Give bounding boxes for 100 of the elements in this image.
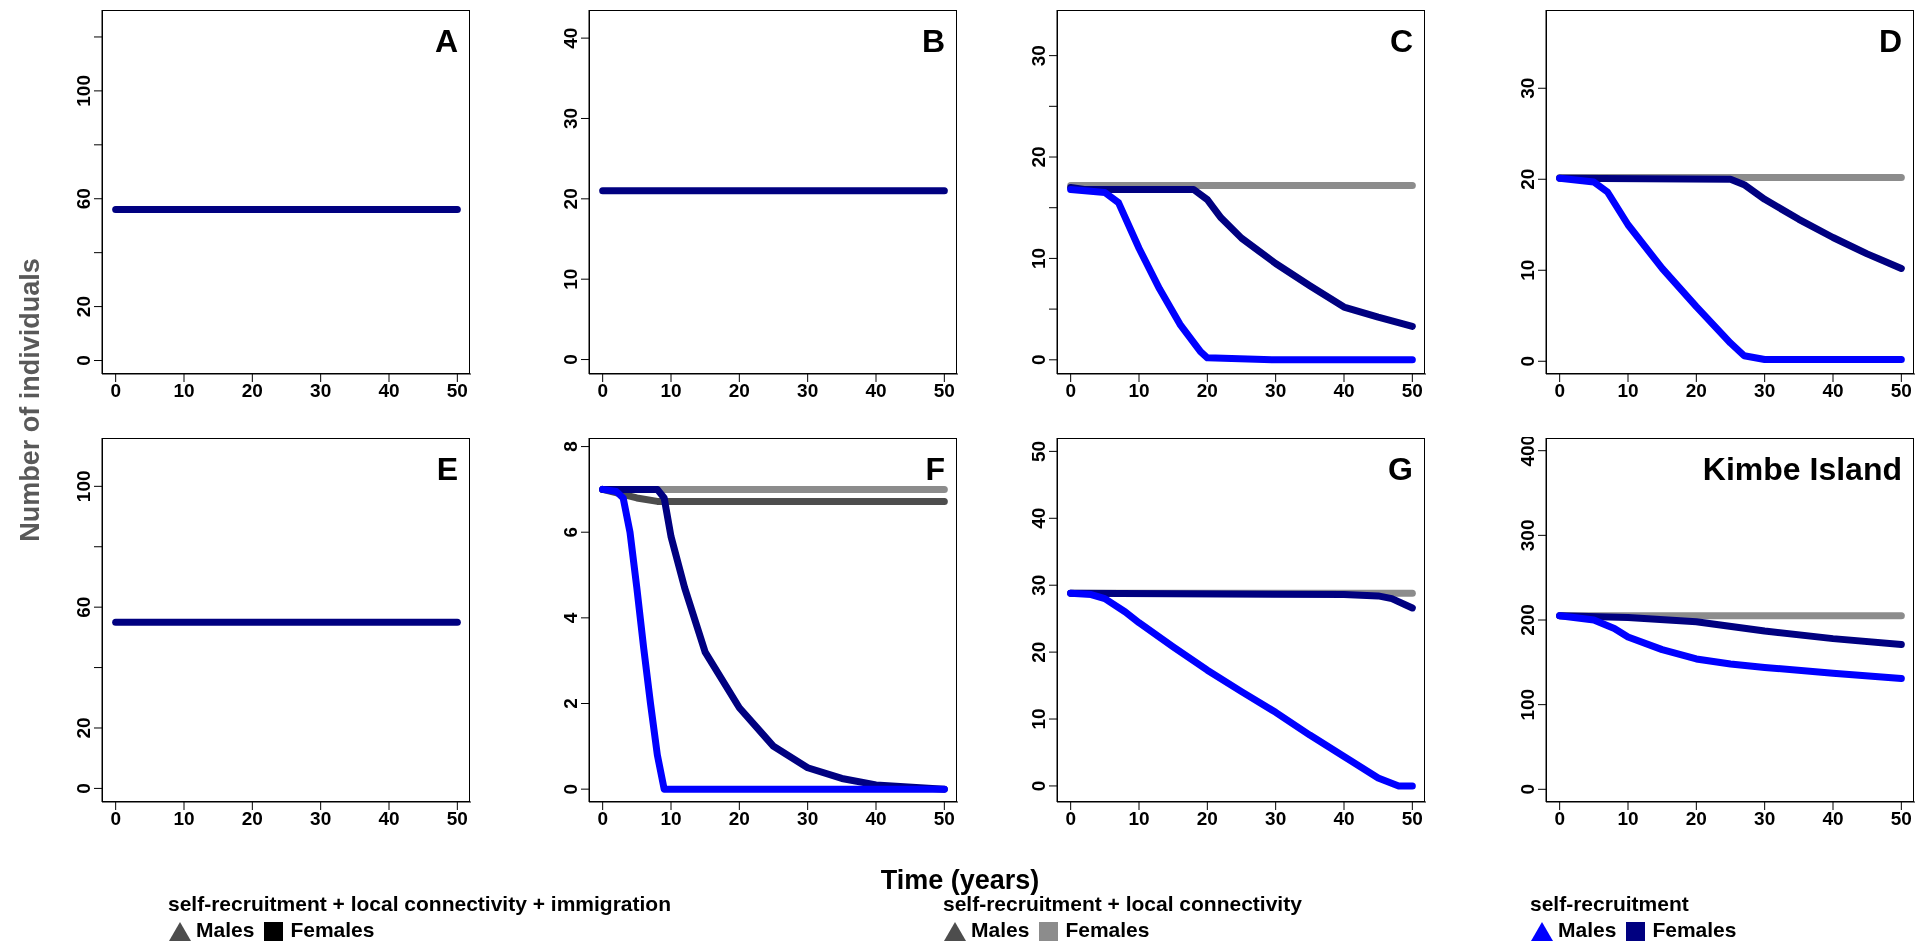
chart-title: A (434, 23, 458, 60)
x-tick-label: 20 (241, 808, 263, 830)
y-tick-label: 20 (73, 296, 94, 318)
y-tick-label: 0 (1028, 780, 1049, 792)
x-tick-label: 10 (173, 380, 195, 402)
x-tick-label: 20 (1685, 380, 1707, 402)
x-tick-label: 50 (933, 380, 955, 402)
x-tick-label: 10 (1128, 808, 1150, 830)
x-tick-label: 40 (1822, 808, 1844, 830)
text: self-recruitment + local connectivity + immigration (168, 892, 671, 916)
legend-label: Females (290, 918, 375, 941)
x-tick-label: 20 (728, 380, 750, 402)
x-tick-label: 30 (1754, 380, 1776, 402)
x-tick-label: 40 (378, 808, 400, 830)
y-tick-label: 30 (1028, 574, 1049, 596)
x-tick-label: 50 (446, 808, 468, 830)
x-tick-label: 50 (1890, 380, 1912, 402)
y-tick-label: 2 (560, 698, 581, 709)
y-tick-label: 10 (1517, 259, 1538, 281)
x-tick-label: 10 (1617, 380, 1639, 402)
x-tick-label: 10 (173, 808, 195, 830)
y-tick-label: 100 (1517, 688, 1538, 721)
y-tick-label: 8 (560, 441, 581, 452)
x-tick-label: 40 (378, 380, 400, 402)
legend-label: Females (1652, 918, 1737, 941)
chart-title: Kimbe Island (1702, 451, 1902, 488)
x-tick-label: 30 (1754, 808, 1776, 830)
y-tick-label: 20 (1028, 641, 1049, 663)
y-tick-label: 30 (1517, 77, 1538, 99)
x-tick-label: 40 (865, 808, 887, 830)
x-tick-label: 30 (1265, 808, 1287, 830)
x-tick-label: 50 (446, 380, 468, 402)
x-tick-label: 30 (797, 380, 819, 402)
x-tick-label: 50 (1890, 808, 1912, 830)
x-tick-label: 40 (1822, 380, 1844, 402)
x-tick-label: 50 (1401, 808, 1423, 830)
y-tick-label: 30 (1028, 45, 1049, 67)
y-tick-label: 50 (1028, 440, 1049, 462)
y-tick-label: 40 (560, 27, 581, 49)
x-tick-label: 50 (1401, 380, 1423, 402)
y-tick-label: 60 (73, 188, 94, 210)
y-tick-label: 30 (560, 107, 581, 130)
chart-title: C (1389, 23, 1413, 60)
x-tick-label: 30 (797, 808, 819, 830)
x-tick-label: 20 (728, 808, 750, 830)
x-tick-label: 30 (310, 808, 332, 830)
x-tick-label: 40 (1333, 808, 1355, 830)
y-tick-label: 200 (1517, 604, 1538, 636)
legend-label: Males (196, 918, 255, 941)
y-tick-label: 60 (73, 596, 94, 618)
x-tick-label: 0 (110, 808, 121, 830)
y-tick-label: 20 (1028, 146, 1049, 168)
y-tick-label: 100 (73, 75, 94, 107)
x-tick-label: 20 (1196, 808, 1218, 830)
chart-title: B (921, 23, 945, 60)
x-tick-label: 0 (1554, 808, 1565, 830)
y-tick-label: 20 (560, 188, 581, 210)
y-tick-label: 0 (560, 783, 581, 795)
x-tick-label: 0 (1554, 380, 1565, 402)
x-tick-label: 10 (660, 380, 682, 402)
y-tick-label: 20 (1517, 168, 1538, 190)
y-tick-label: 0 (1517, 355, 1538, 367)
chart-title: E (436, 451, 458, 488)
y-tick-label: 0 (560, 354, 581, 365)
x-tick-label: 40 (865, 380, 887, 402)
text: self-recruitment (1530, 892, 1690, 916)
chart-title: G (1388, 451, 1413, 488)
x-tick-label: 0 (597, 380, 608, 402)
legend-label: Males (1558, 918, 1617, 941)
y-axis-title: Number of individuals (14, 258, 46, 542)
x-tick-label: 0 (1065, 808, 1076, 830)
y-tick-label: 40 (1028, 507, 1049, 529)
x-tick-label: 0 (1065, 380, 1076, 402)
y-tick-label: 0 (1517, 784, 1538, 795)
legend-label: Females (1065, 918, 1150, 941)
legend-label: Males (971, 918, 1030, 941)
x-tick-label: 0 (597, 808, 608, 830)
x-tick-label: 0 (110, 380, 121, 402)
x-tick-label: 40 (1333, 380, 1355, 402)
y-tick-label: 10 (1028, 247, 1049, 269)
x-tick-label: 20 (241, 380, 263, 402)
y-tick-label: 0 (1028, 354, 1049, 366)
y-tick-label: 0 (73, 355, 94, 366)
x-tick-label: 20 (1685, 808, 1707, 830)
x-tick-label: 10 (660, 808, 682, 830)
y-tick-label: 0 (73, 783, 94, 794)
chart-title: D (1878, 23, 1902, 60)
y-tick-label: 10 (560, 268, 581, 290)
y-tick-label: 6 (560, 526, 581, 538)
y-tick-label: 20 (73, 717, 94, 739)
y-tick-label: 300 (1517, 519, 1538, 552)
y-tick-label: 10 (1028, 708, 1049, 730)
x-tick-label: 10 (1128, 380, 1150, 402)
x-tick-label: 30 (1265, 380, 1287, 402)
x-tick-label: 10 (1617, 808, 1639, 830)
x-tick-label: 30 (310, 380, 332, 402)
x-tick-label: 20 (1196, 380, 1218, 402)
y-tick-label: 4 (560, 612, 581, 624)
chart-title: F (925, 451, 945, 488)
y-tick-label: 100 (73, 470, 94, 503)
